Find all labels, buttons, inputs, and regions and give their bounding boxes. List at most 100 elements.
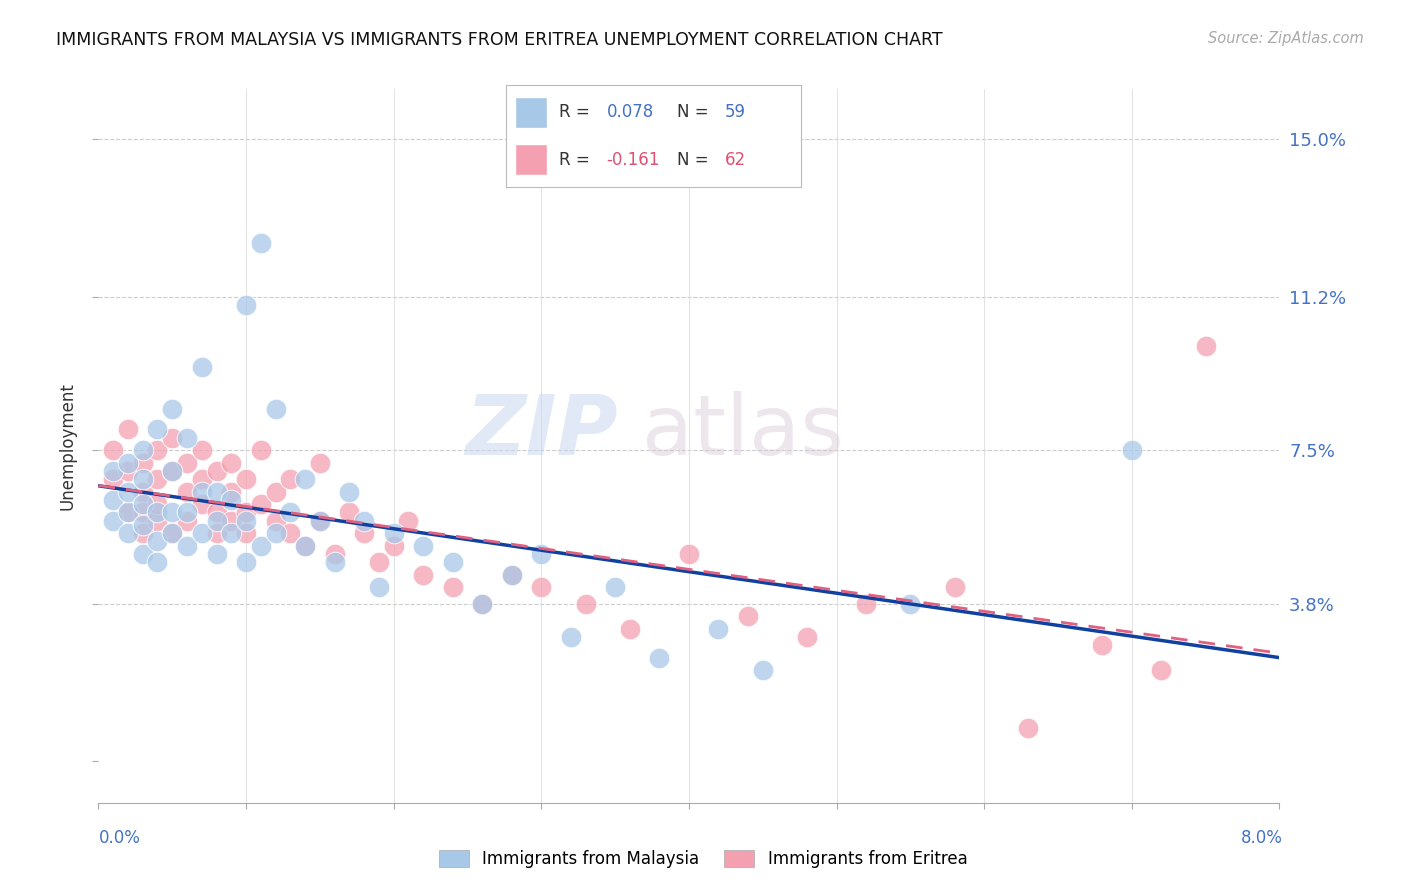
Point [132,547,155,561]
Point [1017,721,1039,735]
Point [396,514,419,528]
Point [219,484,242,499]
FancyBboxPatch shape [515,145,547,175]
Text: N =: N = [678,151,714,169]
Point [191,360,214,375]
Point [278,526,302,541]
Text: atlas: atlas [641,392,844,472]
Point [337,505,360,519]
Point [146,497,169,511]
Point [103,514,125,528]
Point [278,472,302,486]
Point [176,484,198,499]
Point [146,555,169,569]
Point [132,443,155,458]
Point [205,514,228,528]
Point [382,539,405,553]
Point [205,505,228,519]
Point [132,456,155,470]
Point [707,622,730,636]
Text: R =: R = [560,103,595,121]
Point [308,456,332,470]
Point [103,492,125,507]
Point [103,464,125,478]
Point [471,597,494,611]
Point [250,497,273,511]
Point [117,505,139,519]
Point [294,539,316,553]
Point [235,526,257,541]
Point [264,514,287,528]
Point [323,547,346,561]
Point [250,539,273,553]
Point [1121,443,1143,458]
Point [294,472,316,486]
Point [176,514,198,528]
Point [1091,638,1114,652]
Point [117,456,139,470]
Point [737,609,759,624]
Point [530,580,553,594]
Text: ZIP: ZIP [465,392,619,472]
Point [943,580,966,594]
Point [132,526,155,541]
Point [235,514,257,528]
Point [146,443,169,458]
Point [235,505,257,519]
Point [162,431,183,445]
Point [146,514,169,528]
Point [146,472,169,486]
Text: 62: 62 [724,151,745,169]
Point [191,472,214,486]
Point [530,547,553,561]
Point [337,484,360,499]
Point [1150,663,1173,677]
Point [219,456,242,470]
Point [471,597,494,611]
Point [235,555,257,569]
Point [574,597,596,611]
Point [264,401,287,416]
Point [648,650,671,665]
Point [278,505,302,519]
Point [132,497,155,511]
Point [219,492,242,507]
Point [235,298,257,312]
Point [412,567,434,582]
Point [501,567,523,582]
Point [176,505,198,519]
Point [176,431,198,445]
Point [117,464,139,478]
Point [205,547,228,561]
Point [855,597,877,611]
Point [308,514,332,528]
Point [412,539,434,553]
Y-axis label: Unemployment: Unemployment [59,382,77,510]
Point [132,505,155,519]
Point [132,472,155,486]
Point [191,443,214,458]
Point [619,622,641,636]
Text: N =: N = [678,103,714,121]
Point [1194,339,1216,353]
Text: 8.0%: 8.0% [1240,829,1282,847]
Point [250,235,273,250]
Point [162,401,183,416]
Point [191,497,214,511]
Point [117,505,139,519]
Point [353,526,375,541]
Point [103,443,125,458]
Point [219,526,242,541]
Point [162,526,183,541]
Point [294,539,316,553]
Point [367,580,389,594]
Text: R =: R = [560,151,595,169]
Point [501,567,523,582]
Point [751,663,773,677]
Point [308,514,332,528]
Point [441,555,464,569]
Point [103,472,125,486]
Text: 59: 59 [724,103,745,121]
Point [560,630,582,644]
Point [382,526,405,541]
